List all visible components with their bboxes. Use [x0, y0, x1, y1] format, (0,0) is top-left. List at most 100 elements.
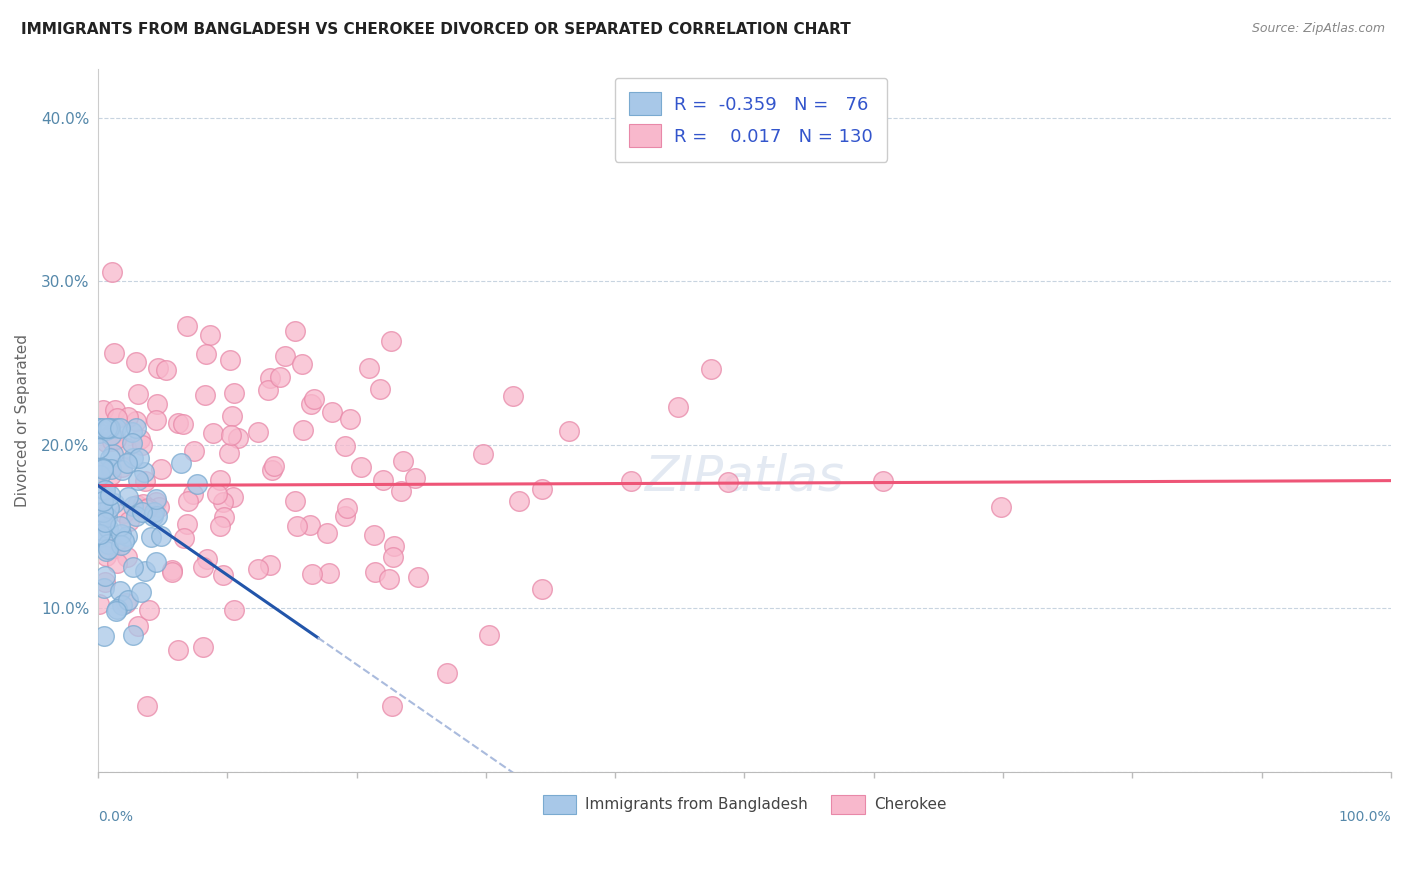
Point: [135, 699, 157, 714]
Point: [112, 534, 135, 549]
Point: [148, 500, 170, 515]
Point: [108, 421, 131, 435]
Point: [291, 357, 314, 371]
Point: [531, 482, 554, 496]
Point: [90, 511, 112, 525]
Point: [478, 627, 501, 641]
Point: [145, 491, 167, 506]
Point: [91, 493, 114, 508]
Point: [620, 474, 643, 488]
Point: [364, 566, 387, 580]
Point: [105, 556, 128, 570]
Point: [89, 597, 111, 611]
Point: [404, 471, 426, 485]
Point: [98, 501, 121, 516]
Point: [108, 519, 131, 533]
Point: [166, 643, 188, 657]
Point: [371, 473, 394, 487]
Point: [149, 462, 172, 476]
Point: [259, 371, 281, 385]
Point: [97, 537, 120, 551]
Point: [138, 603, 160, 617]
Point: [339, 412, 361, 426]
Point: [872, 474, 894, 488]
Point: [111, 460, 134, 475]
Point: [105, 602, 128, 616]
Point: [269, 369, 291, 384]
Point: [110, 584, 132, 599]
Point: [125, 498, 148, 512]
Point: [146, 361, 169, 376]
Text: Source: ZipAtlas.com: Source: ZipAtlas.com: [1251, 22, 1385, 36]
Point: [115, 596, 138, 610]
Point: [212, 495, 235, 509]
Point: [101, 265, 124, 279]
Point: [104, 604, 127, 618]
Point: [408, 570, 430, 584]
Point: [91, 460, 114, 475]
Point: [193, 560, 215, 574]
Point: [146, 508, 169, 523]
Point: [94, 569, 117, 583]
Point: [118, 514, 141, 528]
Point: [321, 405, 343, 419]
Text: ZIPatlas: ZIPatlas: [644, 452, 845, 500]
Point: [115, 441, 138, 455]
Point: [117, 409, 139, 424]
Point: [127, 474, 149, 488]
Point: [700, 362, 723, 376]
Point: [222, 603, 245, 617]
Point: [377, 572, 399, 586]
Point: [219, 353, 242, 368]
Point: [380, 334, 402, 349]
Point: [284, 324, 307, 338]
Point: [205, 487, 228, 501]
Point: [170, 456, 193, 470]
Point: [98, 421, 121, 435]
Point: [176, 318, 198, 333]
Point: [316, 526, 339, 541]
Point: [128, 451, 150, 466]
Point: [200, 328, 222, 343]
Point: [89, 531, 111, 545]
Point: [115, 529, 138, 543]
Point: [301, 566, 323, 581]
Point: [160, 566, 183, 580]
Point: [299, 397, 322, 411]
Point: [91, 462, 114, 476]
Point: [145, 413, 167, 427]
Point: [166, 416, 188, 430]
Point: [96, 421, 118, 435]
Point: [117, 456, 139, 470]
Point: [531, 582, 554, 596]
Point: [131, 584, 153, 599]
Point: [194, 387, 217, 401]
Point: [97, 521, 120, 535]
Point: [103, 447, 125, 461]
Point: [146, 397, 169, 411]
Point: [89, 485, 111, 500]
Point: [94, 483, 117, 498]
Point: [186, 477, 208, 491]
Point: [160, 562, 183, 576]
Point: [247, 425, 270, 440]
Text: IMMIGRANTS FROM BANGLADESH VS CHEROKEE DIVORCED OR SEPARATED CORRELATION CHART: IMMIGRANTS FROM BANGLADESH VS CHEROKEE D…: [21, 22, 851, 37]
Point: [89, 441, 111, 455]
Point: [103, 496, 125, 510]
Point: [89, 464, 111, 478]
Point: [285, 518, 308, 533]
Point: [471, 447, 494, 461]
Point: [284, 494, 307, 508]
Point: [97, 542, 120, 557]
Point: [219, 428, 242, 442]
Point: [105, 411, 128, 425]
Point: [117, 549, 139, 564]
Point: [145, 555, 167, 569]
Point: [96, 549, 118, 563]
Point: [209, 519, 232, 533]
Point: [134, 465, 156, 479]
Point: [333, 509, 356, 524]
Point: [134, 474, 156, 488]
Point: [173, 531, 195, 545]
Point: [100, 434, 122, 449]
